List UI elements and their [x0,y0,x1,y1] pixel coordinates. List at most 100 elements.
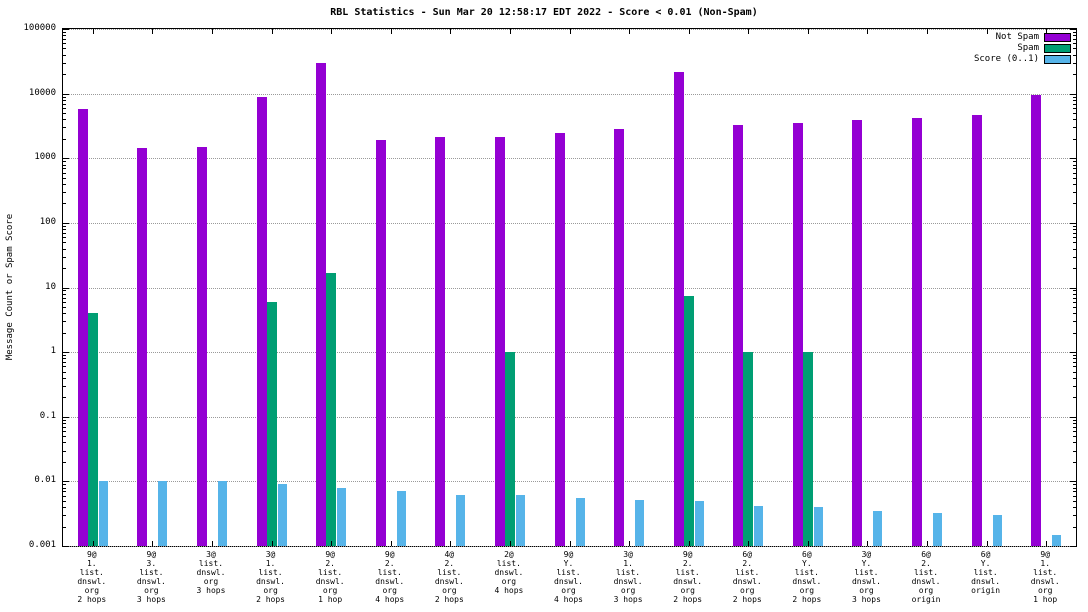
x-tick [1046,29,1048,34]
x-tick [152,541,154,546]
x-tick [867,29,869,34]
x-tick [331,29,333,34]
y-minor-tick [1073,397,1076,399]
y-minor-tick [63,177,66,179]
bar-spam [266,301,277,546]
y-major-tick [63,546,69,547]
y-minor-tick [1073,168,1076,170]
x-tick [927,29,929,34]
y-major-tick [1070,416,1076,418]
y-minor-tick [1073,355,1076,357]
y-minor-tick [63,461,66,463]
y-minor-tick [63,256,66,258]
x-tick [450,541,452,546]
y-gridline [63,481,1076,483]
y-minor-tick [63,103,66,105]
x-tick-label: 3@ 1. list. dnswl. org 2 hops [256,550,285,604]
x-tick [92,541,94,546]
bar-not-spam [554,132,565,546]
y-minor-tick [63,232,66,234]
y-minor-tick [1073,268,1076,270]
bar-not-spam [971,115,982,546]
y-minor-tick [1073,431,1076,433]
x-tick-label: 3@ list. dnswl. org 3 hops [196,550,226,595]
x-axis-tick-labels: 9@ 1. list. dnswl. org 2 hops 9@ 3. list.… [62,550,1075,610]
y-major-tick [63,481,69,483]
y-minor-tick [1073,237,1076,239]
y-minor-tick [63,495,66,497]
bar-not-spam [673,71,684,546]
y-minor-tick [63,419,66,421]
y-major-tick [1070,222,1076,224]
x-tick [807,541,809,546]
y-minor-tick [1073,426,1076,428]
x-tick [390,541,392,546]
y-major-tick [63,287,69,289]
x-tick [927,541,929,546]
bar-not-spam [852,120,863,546]
x-tick-label: 9@ 2. list. dnswl. org 1 hop [315,550,345,604]
legend-item: Spam [974,43,1071,54]
y-minor-tick [63,96,66,98]
bar-score-0-1 [575,497,585,546]
x-tick [688,29,690,34]
y-minor-tick [63,248,66,250]
bar-not-spam [912,117,923,546]
bar-not-spam [196,146,207,546]
bar-score-0-1 [515,494,525,546]
y-minor-tick [63,168,66,170]
legend-swatch [1044,33,1071,42]
y-major-tick [1070,158,1076,160]
y-minor-tick [63,507,66,509]
y-minor-tick [1073,164,1076,166]
y-minor-tick [1073,321,1076,323]
y-minor-tick [1073,96,1076,98]
y-minor-tick [63,362,66,364]
x-tick [748,541,750,546]
x-tick-label: 6@ 2. list. dnswl. org origin [911,550,941,604]
y-minor-tick [63,332,66,334]
x-tick [867,541,869,546]
bar-spam [504,352,515,546]
x-tick-label: 9@ 3. list. dnswl. org 3 hops [136,550,166,604]
y-minor-tick [63,397,66,399]
y-minor-tick [1073,371,1076,373]
y-tick-label: 100 [39,216,56,227]
bar-score-0-1 [694,500,704,546]
bar-not-spam [316,62,327,546]
chart-title: RBL Statistics - Sun Mar 20 12:58:17 EDT… [330,7,758,18]
bar-spam [802,352,813,546]
bar-score-0-1 [158,481,168,546]
bar-spam [326,272,337,546]
y-minor-tick [63,43,66,45]
x-tick-label: 4@ 2. list. dnswl. org 2 hops [434,550,464,604]
bar-spam [743,352,754,546]
y-minor-tick [1073,442,1076,444]
y-minor-tick [1073,461,1076,463]
y-minor-tick [1073,507,1076,509]
x-tick [986,541,988,546]
x-tick-label: 6@ Y. list. dnswl. origin [971,550,1001,595]
bar-not-spam [435,136,446,546]
y-minor-tick [63,119,66,121]
x-tick [1046,541,1048,546]
bar-score-0-1 [337,487,347,546]
y-major-tick [1070,546,1076,547]
bar-not-spam [256,96,267,546]
y-gridline [63,158,1076,160]
y-minor-tick [63,229,66,231]
y-minor-tick [63,74,66,76]
y-minor-tick [1073,419,1076,421]
y-minor-tick [63,431,66,433]
x-tick [569,29,571,34]
x-tick [450,29,452,34]
y-major-tick [63,416,69,418]
y-minor-tick [1073,103,1076,105]
y-minor-tick [1073,526,1076,528]
y-minor-tick [63,39,66,40]
y-major-tick [63,352,69,354]
y-minor-tick [63,484,66,486]
legend: Not Spam Spam Score (0..1) [974,32,1071,65]
legend-item: Score (0..1) [974,54,1071,65]
y-minor-tick [1073,225,1076,227]
